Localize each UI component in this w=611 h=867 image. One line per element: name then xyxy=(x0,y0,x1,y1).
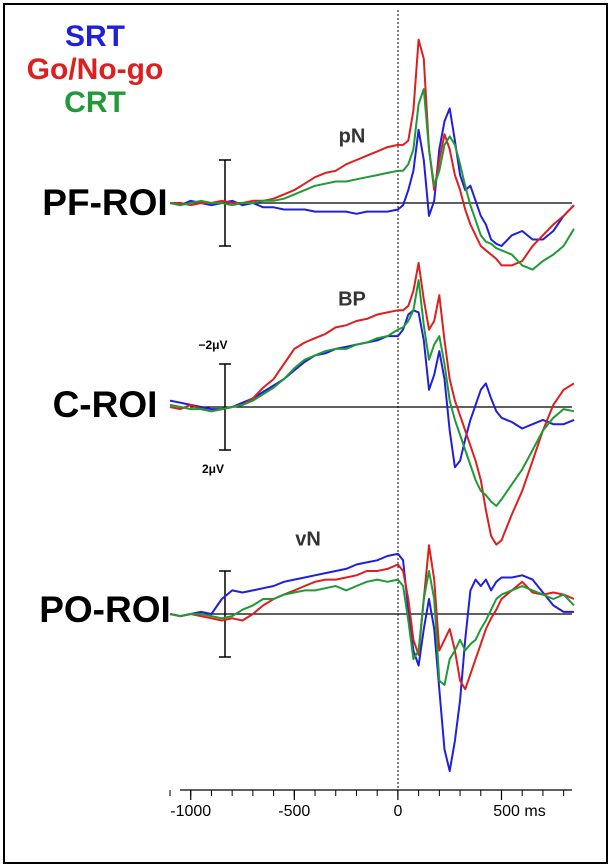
waveform xyxy=(169,570,575,686)
panel-label: PF-ROI xyxy=(42,182,167,223)
panel-label: C-ROI xyxy=(53,384,158,425)
legend-entry: CRT xyxy=(64,86,126,119)
waveform xyxy=(169,544,575,691)
x-tick-label: 500 ms xyxy=(493,803,545,820)
x-tick-label: 0 xyxy=(393,803,402,820)
scale-label: 2μV xyxy=(202,462,224,476)
scale-label: −2μV xyxy=(198,338,227,352)
waveform xyxy=(170,38,575,267)
annotation: BP xyxy=(338,288,366,310)
waveform xyxy=(169,88,575,271)
waveform xyxy=(169,107,575,247)
waveform xyxy=(169,552,574,772)
x-tick-label: -500 xyxy=(278,803,310,820)
annotation: pN xyxy=(339,125,366,147)
waveform xyxy=(169,261,575,546)
legend-entry: SRT xyxy=(65,20,125,53)
panel-label: PO-ROI xyxy=(39,589,171,630)
x-tick-label: -1000 xyxy=(170,803,211,820)
annotation: vN xyxy=(295,528,321,550)
legend-entry: Go/No-go xyxy=(27,53,164,86)
frame xyxy=(3,3,608,864)
waveform xyxy=(169,279,575,507)
